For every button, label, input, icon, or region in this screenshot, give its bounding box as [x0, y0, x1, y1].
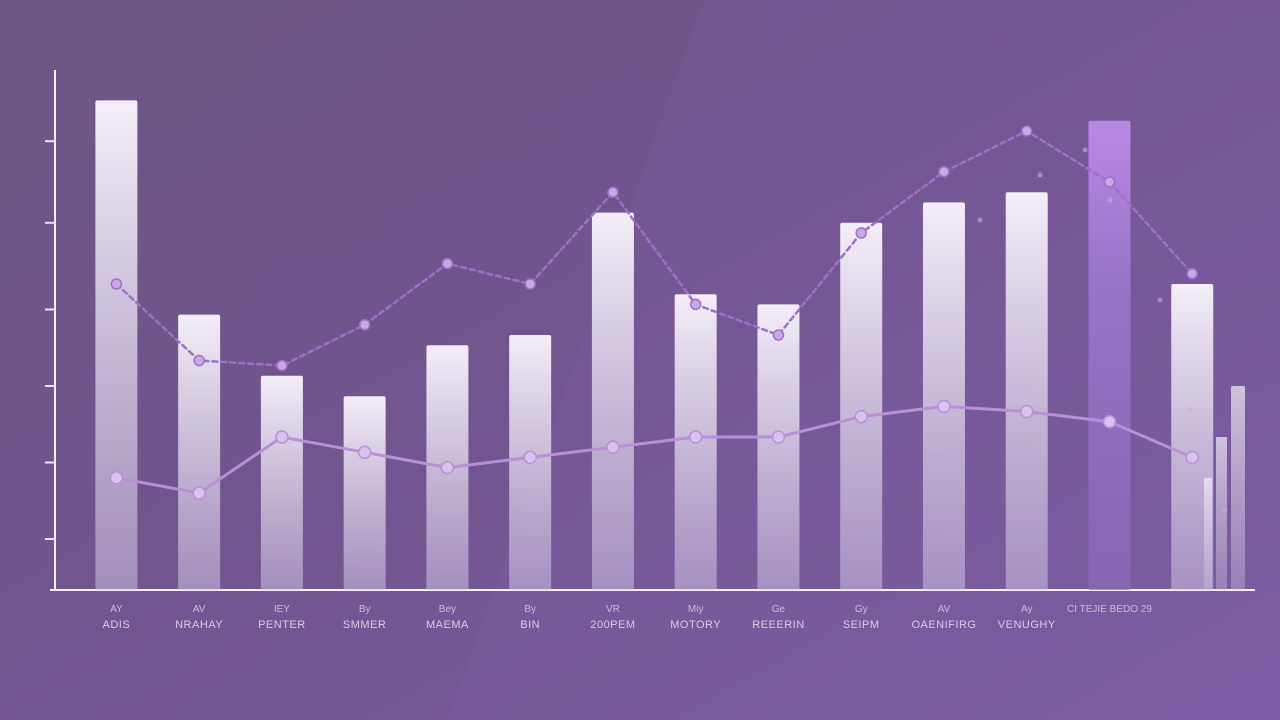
x-label-top: VR	[606, 604, 620, 615]
bar	[95, 100, 137, 590]
x-label: ADIS	[103, 619, 131, 631]
scatter-dot	[1083, 148, 1088, 153]
line-lower-marker	[524, 451, 536, 463]
bar	[592, 213, 634, 590]
x-label-top: AY	[110, 604, 123, 615]
line-upper-marker	[1104, 177, 1114, 187]
line-lower-marker	[607, 441, 619, 453]
x-label-top: AV	[938, 604, 951, 615]
line-upper-marker	[608, 187, 618, 197]
line-lower-marker	[1186, 451, 1198, 463]
scatter-dot	[978, 218, 983, 223]
bar	[261, 376, 303, 590]
x-label: REEERIN	[752, 619, 804, 631]
x-label: MOTORY	[670, 619, 721, 631]
scatter-dot	[1158, 298, 1163, 303]
line-lower-marker	[855, 411, 867, 423]
scatter-dot	[1223, 508, 1228, 513]
chart-svg: AY AV IEY By Bey By VR Miy Ge Gy AV Ay CI TEJIE BEDO…	[0, 0, 1280, 720]
scatter-dot	[1208, 468, 1213, 473]
x-label-top: Ge	[772, 604, 786, 615]
x-label-top: AV	[193, 604, 206, 615]
x-label: OAENIFIRG	[911, 619, 976, 631]
x-label: PENTER	[258, 619, 306, 631]
scatter-dot	[1188, 408, 1193, 413]
bar-mini	[1216, 437, 1227, 590]
line-upper-marker	[360, 320, 370, 330]
x-label-top: Bey	[439, 604, 456, 615]
scatter-dot	[1108, 198, 1113, 203]
bar	[840, 223, 882, 590]
line-lower-marker	[1021, 406, 1033, 418]
x-label: BIN	[520, 619, 540, 631]
line-lower-marker	[1103, 416, 1115, 428]
line-upper-marker	[194, 356, 204, 366]
x-label: 200PEM	[590, 619, 635, 631]
scatter-dot	[1038, 173, 1043, 178]
line-lower-marker	[441, 462, 453, 474]
line-lower-marker	[193, 487, 205, 499]
bar-mini	[1231, 386, 1245, 590]
bar	[344, 396, 386, 590]
chart-stage: AY AV IEY By Bey By VR Miy Ge Gy AV Ay CI TEJIE BEDO…	[0, 0, 1280, 720]
x-label-top: Miy	[688, 604, 704, 615]
line-lower-marker	[359, 446, 371, 458]
x-label-top: By	[359, 604, 371, 615]
x-label-top: Ay	[1021, 604, 1033, 615]
line-upper-marker	[1022, 126, 1032, 136]
line-upper-marker	[856, 228, 866, 238]
bar-mini	[1204, 478, 1212, 590]
line-lower-marker	[772, 431, 784, 443]
line-upper-marker	[939, 167, 949, 177]
line-upper-marker	[1187, 269, 1197, 279]
bar	[1006, 192, 1048, 590]
line-upper-marker	[111, 279, 121, 289]
bar	[1088, 121, 1130, 590]
x-label-top: By	[524, 604, 536, 615]
x-label-top: Gy	[855, 604, 868, 615]
line-lower-marker	[276, 431, 288, 443]
x-label: MAEMA	[426, 619, 469, 631]
x-label-top: IEY	[274, 604, 290, 615]
x-label: SMMER	[343, 619, 386, 631]
bar	[757, 304, 799, 590]
line-lower-marker	[690, 431, 702, 443]
x-label: SEIPM	[843, 619, 880, 631]
x-label: VENUGHY	[998, 619, 1056, 631]
line-lower-marker	[110, 472, 122, 484]
x-label-top: CI TEJIE BEDO 29	[1067, 604, 1152, 615]
line-upper-marker	[277, 361, 287, 371]
bar	[923, 202, 965, 590]
line-upper-marker	[773, 330, 783, 340]
line-upper-marker	[442, 259, 452, 269]
line-lower-marker	[938, 400, 950, 412]
x-label: NRAHAY	[175, 619, 223, 631]
line-upper-marker	[525, 279, 535, 289]
line-upper-marker	[691, 299, 701, 309]
